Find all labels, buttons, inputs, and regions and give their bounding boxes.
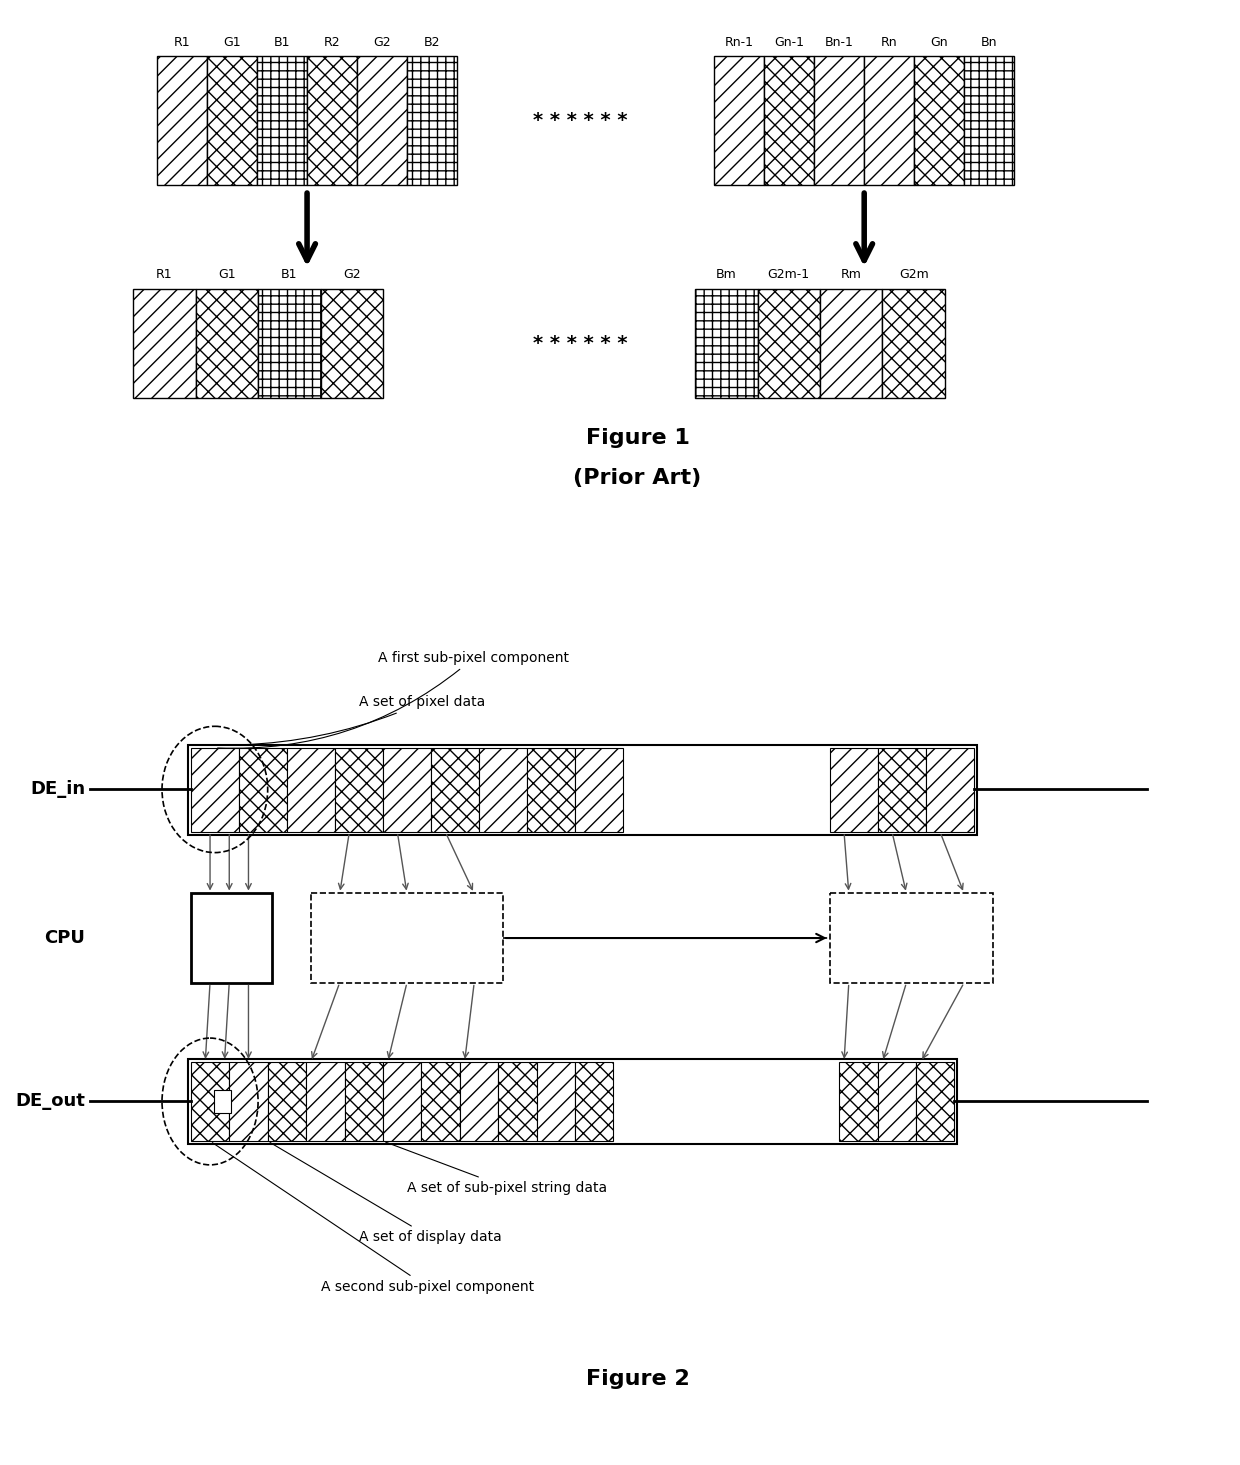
Bar [830, 747, 878, 832]
Bar [926, 747, 973, 832]
Bar [696, 289, 758, 398]
Bar [229, 1062, 268, 1141]
Text: A set of display data: A set of display data [270, 1143, 502, 1244]
Bar [133, 289, 196, 398]
Text: Rn: Rn [880, 35, 898, 48]
Bar [883, 289, 945, 398]
Bar [383, 1062, 422, 1141]
Bar [864, 57, 914, 185]
Bar [764, 57, 815, 185]
Bar [286, 747, 335, 832]
Bar [830, 894, 993, 983]
Text: G1: G1 [218, 268, 236, 281]
Text: Gn-1: Gn-1 [774, 35, 805, 48]
Bar [311, 894, 503, 983]
Bar [191, 894, 273, 983]
Bar [407, 57, 456, 185]
Text: CPU: CPU [45, 929, 86, 946]
Text: A second sub-pixel component: A second sub-pixel component [212, 1143, 533, 1294]
Text: G2m: G2m [899, 268, 929, 281]
Bar [196, 289, 258, 398]
Bar [432, 747, 479, 832]
Bar [963, 57, 1014, 185]
Text: R1: R1 [156, 268, 172, 281]
Text: Bm: Bm [715, 268, 737, 281]
Bar [758, 289, 820, 398]
Text: G2m-1: G2m-1 [768, 268, 810, 281]
Bar [498, 1062, 537, 1141]
Bar [213, 1090, 231, 1113]
Bar [268, 1062, 306, 1141]
Bar [914, 57, 963, 185]
Text: * * * * * *: * * * * * * [533, 111, 627, 130]
Bar [207, 57, 257, 185]
Text: A first sub-pixel component: A first sub-pixel component [218, 650, 569, 749]
Bar [820, 289, 883, 398]
Text: Figure 1: Figure 1 [585, 428, 689, 448]
Bar [345, 1062, 383, 1141]
Text: Bn-1: Bn-1 [825, 35, 853, 48]
Bar [527, 747, 575, 832]
Bar [878, 747, 926, 832]
Bar [308, 57, 357, 185]
Text: R2: R2 [324, 35, 340, 48]
Bar [575, 1062, 614, 1141]
Bar [191, 747, 239, 832]
Bar [479, 747, 527, 832]
Bar [257, 57, 308, 185]
Text: A set of sub-pixel string data: A set of sub-pixel string data [386, 1143, 608, 1195]
Bar [575, 747, 622, 832]
Bar [258, 289, 320, 398]
Bar [357, 57, 407, 185]
Bar [157, 57, 207, 185]
Bar [335, 747, 383, 832]
Text: (Prior Art): (Prior Art) [573, 467, 702, 488]
Text: A set of pixel data: A set of pixel data [242, 696, 485, 744]
Text: Figure 2: Figure 2 [585, 1368, 689, 1389]
Bar [239, 747, 286, 832]
Text: Rm: Rm [841, 268, 862, 281]
Bar [188, 744, 977, 835]
Text: G2: G2 [373, 35, 391, 48]
Text: B1: B1 [274, 35, 290, 48]
Text: DE_out: DE_out [15, 1093, 86, 1110]
Bar [422, 1062, 460, 1141]
Text: B1: B1 [281, 268, 298, 281]
Text: R1: R1 [174, 35, 191, 48]
Bar [839, 1062, 878, 1141]
Bar [815, 57, 864, 185]
Bar [383, 747, 432, 832]
Bar [306, 1062, 345, 1141]
Bar [916, 1062, 955, 1141]
Text: G2: G2 [343, 268, 361, 281]
Text: * * * * * *: * * * * * * [533, 334, 627, 353]
Text: G1: G1 [223, 35, 241, 48]
Text: Gn: Gn [930, 35, 947, 48]
Text: B2: B2 [424, 35, 440, 48]
Bar [460, 1062, 498, 1141]
Text: Bn: Bn [981, 35, 997, 48]
Bar [188, 1059, 957, 1144]
Text: Rn-1: Rn-1 [725, 35, 754, 48]
Bar [537, 1062, 575, 1141]
Bar [320, 289, 383, 398]
Bar [191, 1062, 229, 1141]
Text: DE_in: DE_in [30, 781, 86, 798]
Bar [714, 57, 764, 185]
Bar [878, 1062, 916, 1141]
